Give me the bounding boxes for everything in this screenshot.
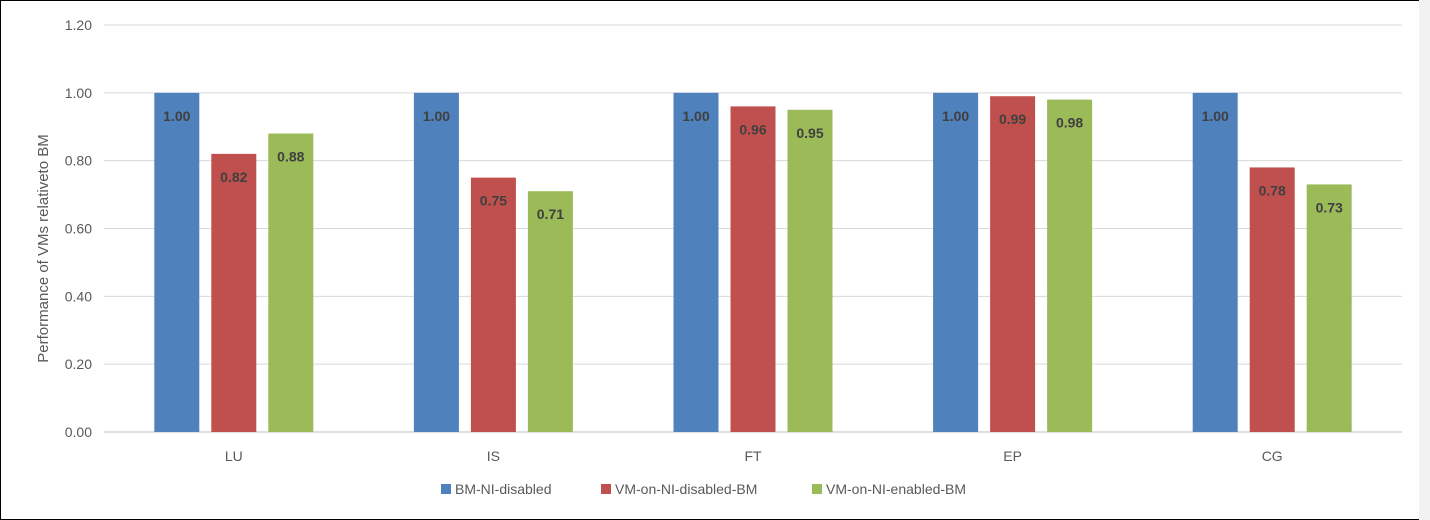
y-tick-label: 0.60 [65,221,92,237]
y-tick-label: 0.40 [65,288,92,304]
y-axis-ticks: 0.00 0.20 0.40 0.60 0.80 1.00 1.20 [65,17,92,440]
data-label: 0.96 [739,121,766,137]
data-label: 1.00 [682,108,709,124]
data-label: 0.73 [1316,199,1343,215]
y-tick-label: 0.20 [65,356,92,372]
y-tick-label: 1.00 [65,85,92,101]
data-label: 0.82 [220,169,247,185]
y-tick-label: 0.00 [65,424,92,440]
bar [211,153,257,432]
x-tick-label: EP [1003,448,1022,464]
x-tick-label: CG [1262,448,1283,464]
bar [1306,184,1352,432]
bar [933,92,979,432]
legend-label: VM-on-NI-enabled-BM [826,481,966,497]
window-edge [1419,0,1430,520]
data-label: 1.00 [423,108,450,124]
x-axis-ticks: LU IS FT EP CG [225,448,1283,464]
data-label: 0.95 [796,125,823,141]
data-label: 0.98 [1056,115,1083,131]
bar [1047,99,1093,432]
x-tick-label: FT [744,448,762,464]
bar [673,92,719,432]
legend-swatch [812,484,822,494]
legend-label: VM-on-NI-disabled-BM [615,481,757,497]
bar [730,106,776,433]
bar [990,96,1036,432]
bars [154,92,1352,433]
bar [413,92,459,432]
bar [1249,167,1295,432]
data-label: 0.71 [537,206,564,222]
bar [787,109,833,433]
data-label: 0.99 [999,111,1026,127]
legend-swatch [441,484,451,494]
bar [470,177,516,432]
bar [268,133,314,433]
legend-swatch [601,484,611,494]
bar [154,92,200,432]
data-label: 1.00 [1202,108,1229,124]
legend-label: BM-NI-disabled [455,481,551,497]
data-label: 0.88 [277,149,304,165]
data-label: 1.00 [942,108,969,124]
x-tick-label: IS [487,448,500,464]
bar [527,191,573,432]
data-label: 0.78 [1259,182,1286,198]
data-label: 1.00 [163,108,190,124]
data-label: 0.75 [480,193,507,209]
y-tick-label: 0.80 [65,153,92,169]
x-tick-label: LU [225,448,243,464]
data-labels: 1.00 0.82 0.88 1.00 0.75 0.71 1.00 0.96 0.95 1.00… [163,108,1343,222]
legend: BM-NI-disabled VM-on-NI-disabled-BM VM-on-… [441,481,966,497]
bar [1192,92,1238,432]
y-axis-title: Performance of VMs relativeto BM [35,134,52,362]
y-tick-label: 1.20 [65,17,92,33]
